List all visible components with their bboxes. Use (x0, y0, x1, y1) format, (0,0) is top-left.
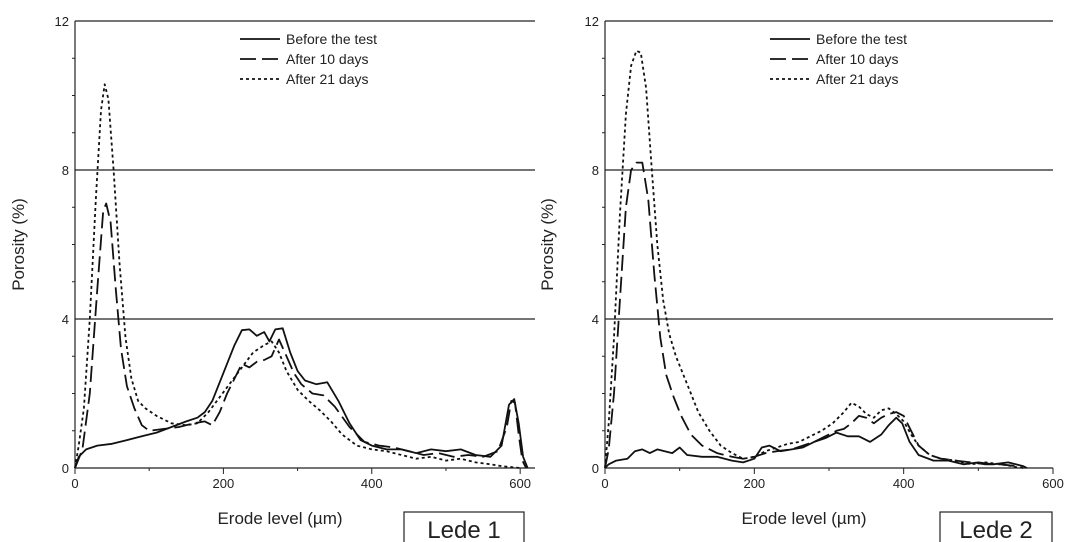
legend-label: After 10 days (816, 51, 899, 67)
legend-label: Before the test (286, 31, 377, 47)
x-tick-label: 200 (213, 476, 235, 491)
legend-label: Before the test (816, 31, 907, 47)
y-tick-label: 12 (55, 14, 69, 29)
y-tick-label: 0 (592, 461, 599, 476)
x-tick-label: 400 (361, 476, 383, 491)
x-tick-label: 0 (601, 476, 608, 491)
chart-lede-2: 0 4 8 12 0 200 400 600 Erode level (µm) Porosity … (538, 14, 1064, 542)
chart-lede-1: 0 4 8 12 0 200 400 600 Erode level (µm) Porosity … (9, 14, 535, 542)
x-tick-label: 600 (1042, 476, 1064, 491)
panel-label-box (403, 511, 525, 542)
series-line-solid (74, 327, 529, 469)
series-line-dashed (74, 202, 527, 469)
x-tick-label: 600 (509, 476, 531, 491)
y-tick-label: 4 (62, 312, 69, 327)
x-axis-label: Erode level (µm) (217, 509, 342, 528)
y-tick-label: 8 (62, 163, 69, 178)
x-tick-label: 400 (893, 476, 915, 491)
panel-label: Lede 2 (959, 517, 1032, 542)
y-axis-label: Porosity (%) (9, 198, 28, 291)
x-tick-label: 0 (71, 476, 78, 491)
legend-label: After 10 days (286, 51, 369, 67)
x-tick-label: 200 (743, 476, 765, 491)
y-axis-label: Porosity (%) (538, 198, 557, 291)
series-line-solid (604, 416, 1028, 469)
series-line-dotted (604, 49, 1020, 469)
panel-label-box (939, 511, 1053, 542)
y-tick-label: 8 (592, 163, 599, 178)
y-tick-label: 12 (585, 14, 599, 29)
y-tick-label: 4 (592, 312, 599, 327)
panel-label: Lede 1 (427, 517, 500, 542)
legend-label: After 21 days (286, 71, 369, 87)
y-tick-label: 0 (62, 461, 69, 476)
x-axis-label: Erode level (µm) (741, 509, 866, 528)
series-line-dashed (604, 161, 1024, 469)
series-line-dotted (74, 83, 521, 469)
legend-label: After 21 days (816, 71, 899, 87)
